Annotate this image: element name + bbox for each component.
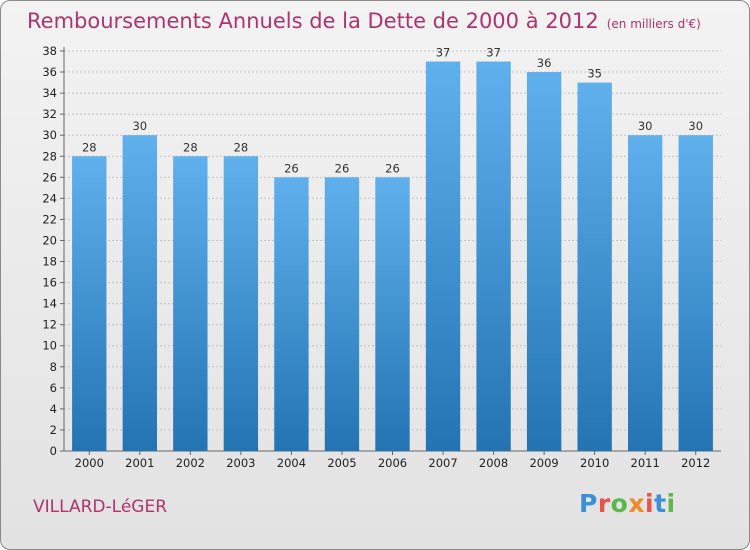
logo-letter: i (666, 489, 676, 518)
y-tick-label: 22 (42, 212, 57, 226)
data-labels: 28 30 28 28 26 26 26 37 37 36 35 30 30 (82, 46, 703, 176)
bar-value-label: 35 (587, 67, 602, 81)
commune-name: VILLARD-LéGER (33, 497, 167, 517)
y-tick-label: 32 (42, 107, 57, 121)
bar (577, 82, 612, 451)
y-tick-label: 36 (42, 65, 57, 79)
bar (375, 177, 410, 451)
bar-value-label: 28 (183, 140, 198, 154)
x-tick-label: 2001 (125, 456, 154, 470)
chart-unit: (en milliers d'€) (606, 17, 701, 31)
x-tick-label: 2012 (681, 456, 710, 470)
y-tick-label: 28 (42, 149, 57, 163)
bar-value-label: 28 (234, 140, 249, 154)
bar-value-label: 26 (284, 161, 299, 175)
bar (425, 61, 461, 452)
bar (122, 135, 157, 452)
logo-letter: i (645, 489, 655, 518)
x-tick-label: 2005 (327, 456, 356, 470)
bar-value-label: 30 (688, 119, 703, 133)
bar-value-label: 30 (132, 119, 147, 133)
y-tick-label: 24 (42, 191, 57, 205)
bar-value-label: 28 (82, 140, 97, 154)
y-tick-label: 8 (50, 360, 57, 374)
y-tick-label: 30 (42, 128, 57, 142)
bar (526, 72, 562, 451)
x-tick-label: 2003 (226, 456, 255, 470)
bar-value-label: 36 (537, 56, 552, 70)
y-tick-label: 0 (50, 444, 57, 458)
logo-letter: x (628, 489, 645, 518)
bar-value-label: 37 (486, 46, 501, 60)
x-tick-label: 2010 (580, 456, 609, 470)
y-tick-label: 26 (42, 170, 57, 184)
y-tick-label: 2 (50, 423, 57, 437)
y-tick-label: 16 (42, 276, 57, 290)
y-tick-label: 18 (42, 255, 57, 269)
y-tick-label: 4 (50, 402, 57, 416)
bar (223, 156, 259, 451)
x-tick-label: 2011 (631, 456, 660, 470)
y-tick-label: 20 (42, 233, 57, 247)
bars (72, 61, 713, 452)
chart-title: Remboursements Annuels de la Dette de 20… (27, 9, 599, 33)
bar (72, 156, 107, 451)
title-block: Remboursements Annuels de la Dette de 20… (27, 9, 701, 33)
bar (476, 61, 511, 452)
y-tick-label: 6 (50, 381, 57, 395)
y-tick-label: 38 (42, 44, 57, 58)
bar (173, 156, 208, 451)
y-tick-label: 14 (42, 297, 57, 311)
bar-value-label: 26 (385, 161, 400, 175)
logo-letter: r (597, 489, 611, 518)
proxiti-logo: Proxiti (579, 489, 676, 518)
bar (678, 135, 713, 452)
y-tick-label: 10 (42, 339, 57, 353)
x-tick-label: 2007 (428, 456, 457, 470)
bar-value-label: 26 (335, 161, 350, 175)
logo-letter: t (654, 489, 667, 518)
x-tick-label: 2002 (176, 456, 205, 470)
x-tick-label: 2000 (75, 456, 104, 470)
x-tick-label: 2004 (277, 456, 306, 470)
bar-value-label: 37 (436, 46, 451, 60)
logo-letter: o (610, 489, 629, 518)
bar (324, 177, 360, 451)
logo-letter: P (579, 489, 598, 518)
y-tick-label: 12 (42, 318, 57, 332)
bar-value-label: 30 (638, 119, 653, 133)
bar (274, 177, 309, 451)
x-tick-label: 2008 (479, 456, 508, 470)
y-tick-label: 34 (42, 86, 57, 100)
x-tick-label: 2006 (378, 456, 407, 470)
bar (628, 135, 663, 452)
x-tick-label: 2009 (529, 456, 558, 470)
